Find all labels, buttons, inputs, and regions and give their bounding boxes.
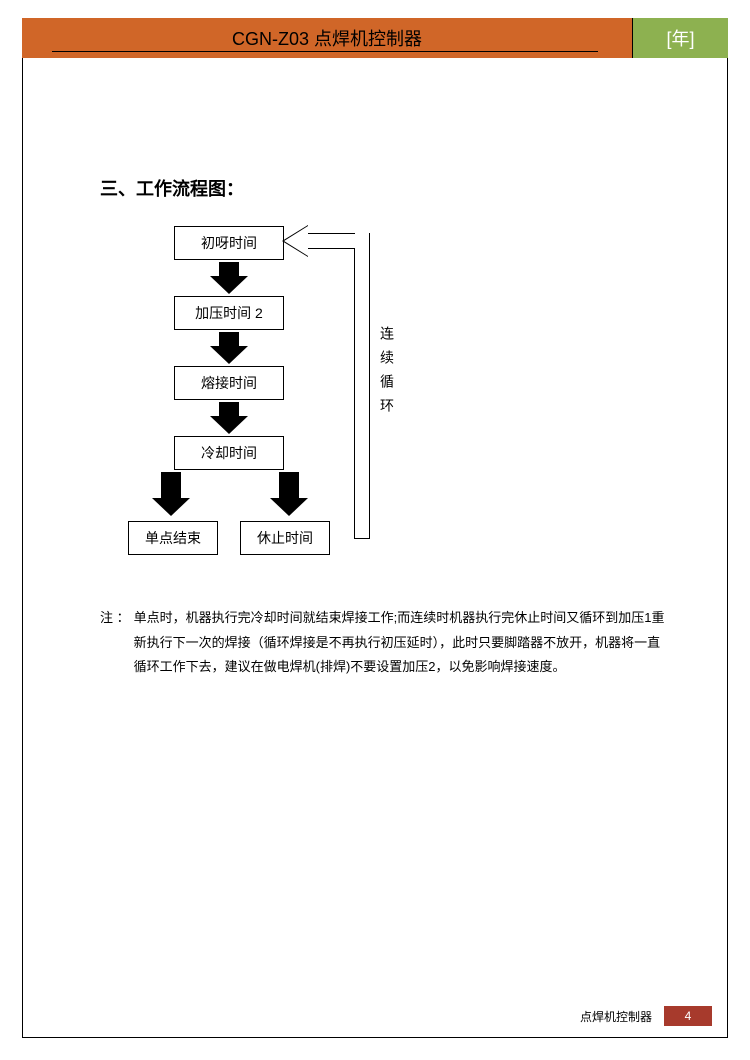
- loop-label: 连续循环: [377, 326, 397, 422]
- down-arrow-icon: [152, 472, 190, 516]
- header-underline: [52, 51, 598, 52]
- page-number: 4: [685, 1009, 692, 1023]
- page-content: 三、工作流程图： 初呀时间 加压时间 2 熔接时间 冷却时间: [100, 175, 670, 680]
- flow-box-weld-time: 熔接时间: [174, 366, 284, 400]
- flow-box-label: 休止时间: [257, 528, 313, 548]
- flow-box-cool-time: 冷却时间: [174, 436, 284, 470]
- note-prefix: 注 ：: [100, 606, 130, 680]
- note-text: 单点时，机器执行完冷却时间就结束焊接工作;而连续时机器执行完休止时间又循环到加压…: [134, 606, 670, 680]
- footer-page-number: 4: [664, 1006, 712, 1026]
- header-title: CGN-Z03 点焊机控制器: [232, 25, 422, 51]
- flow-box-rest-time: 休止时间: [240, 521, 330, 555]
- section-title: 三、工作流程图：: [100, 175, 670, 201]
- flow-box-label: 熔接时间: [201, 373, 257, 393]
- down-arrow-icon: [210, 402, 248, 434]
- page-header: CGN-Z03 点焊机控制器 [年]: [22, 18, 728, 58]
- note-block: 注 ： 单点时，机器执行完冷却时间就结束焊接工作;而连续时机器执行完休止时间又循…: [100, 606, 670, 680]
- page-footer: 点焊机控制器 4: [580, 1006, 712, 1026]
- flow-box-single-end: 单点结束: [128, 521, 218, 555]
- flow-box-label: 冷却时间: [201, 443, 257, 463]
- flowchart: 初呀时间 加压时间 2 熔接时间 冷却时间 单点结束: [128, 226, 670, 606]
- footer-label: 点焊机控制器: [580, 1008, 652, 1025]
- flow-box-initial-time: 初呀时间: [174, 226, 284, 260]
- loop-arrow-icon: [340, 226, 370, 521]
- header-year-tag: [年]: [633, 18, 728, 58]
- header-title-bar: CGN-Z03 点焊机控制器: [22, 18, 633, 58]
- down-arrow-icon: [270, 472, 308, 516]
- flow-box-label: 初呀时间: [201, 233, 257, 253]
- down-arrow-icon: [210, 332, 248, 364]
- flow-box-label: 加压时间 2: [195, 303, 263, 323]
- down-arrow-icon: [210, 262, 248, 294]
- header-tag-text: [年]: [666, 25, 694, 51]
- flow-box-label: 单点结束: [145, 528, 201, 548]
- flow-box-pressure-time: 加压时间 2: [174, 296, 284, 330]
